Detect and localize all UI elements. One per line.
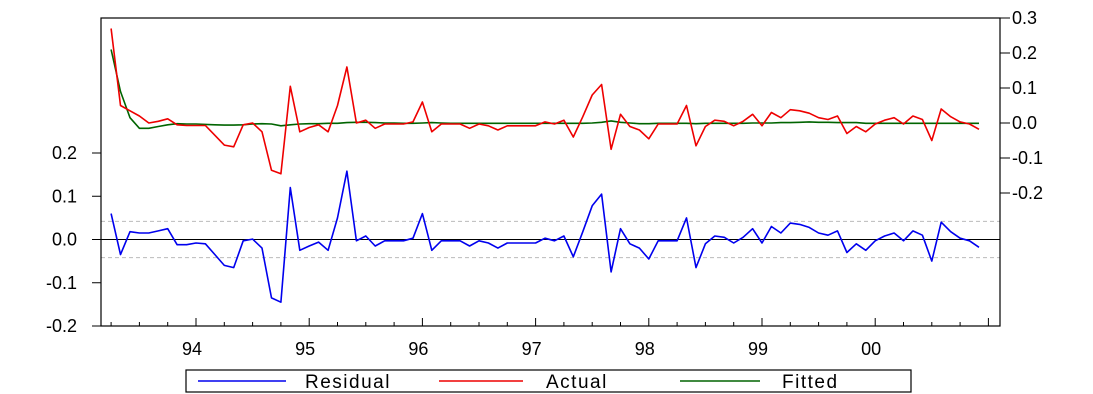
plot-frame	[100, 17, 1001, 327]
legend-label-actual: Actual	[546, 372, 608, 393]
left-tick-label: 0.0	[52, 230, 77, 250]
legend-label-residual: Residual	[305, 372, 391, 393]
series-line-residual	[110, 170, 980, 304]
series-line-fitted	[110, 49, 979, 130]
right-tick-label: 0.3	[1012, 8, 1037, 28]
left-tick-label: 0.1	[52, 186, 77, 206]
x-tick-label: 98	[635, 339, 655, 359]
legend: Residual Actual Fitted	[185, 369, 912, 393]
right-tick-label: 0.2	[1012, 43, 1037, 63]
x-tick-label: 95	[295, 339, 315, 359]
series-layer	[110, 28, 980, 304]
x-tick-label: 97	[522, 339, 542, 359]
left-tick-label: 0.2	[52, 143, 77, 163]
x-tick-label: 99	[748, 339, 768, 359]
legend-label-fitted: Fitted	[782, 372, 839, 393]
series-line-actual	[110, 28, 980, 175]
x-axis: 94 95 96 97 98 99 00	[110, 318, 989, 359]
left-tick-label: -0.1	[46, 273, 77, 293]
right-tick-label: 0.1	[1012, 78, 1037, 98]
x-tick-label: 96	[408, 339, 428, 359]
plot-border	[100, 17, 1001, 327]
left-tick-label: -0.2	[46, 316, 77, 336]
right-y-axis: 0.3 0.2 0.1 0.0 -0.1 -0.2	[1000, 8, 1043, 203]
left-y-axis: 0.2 0.1 0.0 -0.1 -0.2	[46, 143, 101, 336]
legend-box	[185, 369, 912, 393]
right-tick-label: 0.0	[1012, 113, 1037, 133]
x-tick-label: 00	[861, 339, 881, 359]
right-tick-label: -0.2	[1012, 183, 1043, 203]
x-tick-label: 94	[182, 339, 202, 359]
right-tick-label: -0.1	[1012, 148, 1043, 168]
